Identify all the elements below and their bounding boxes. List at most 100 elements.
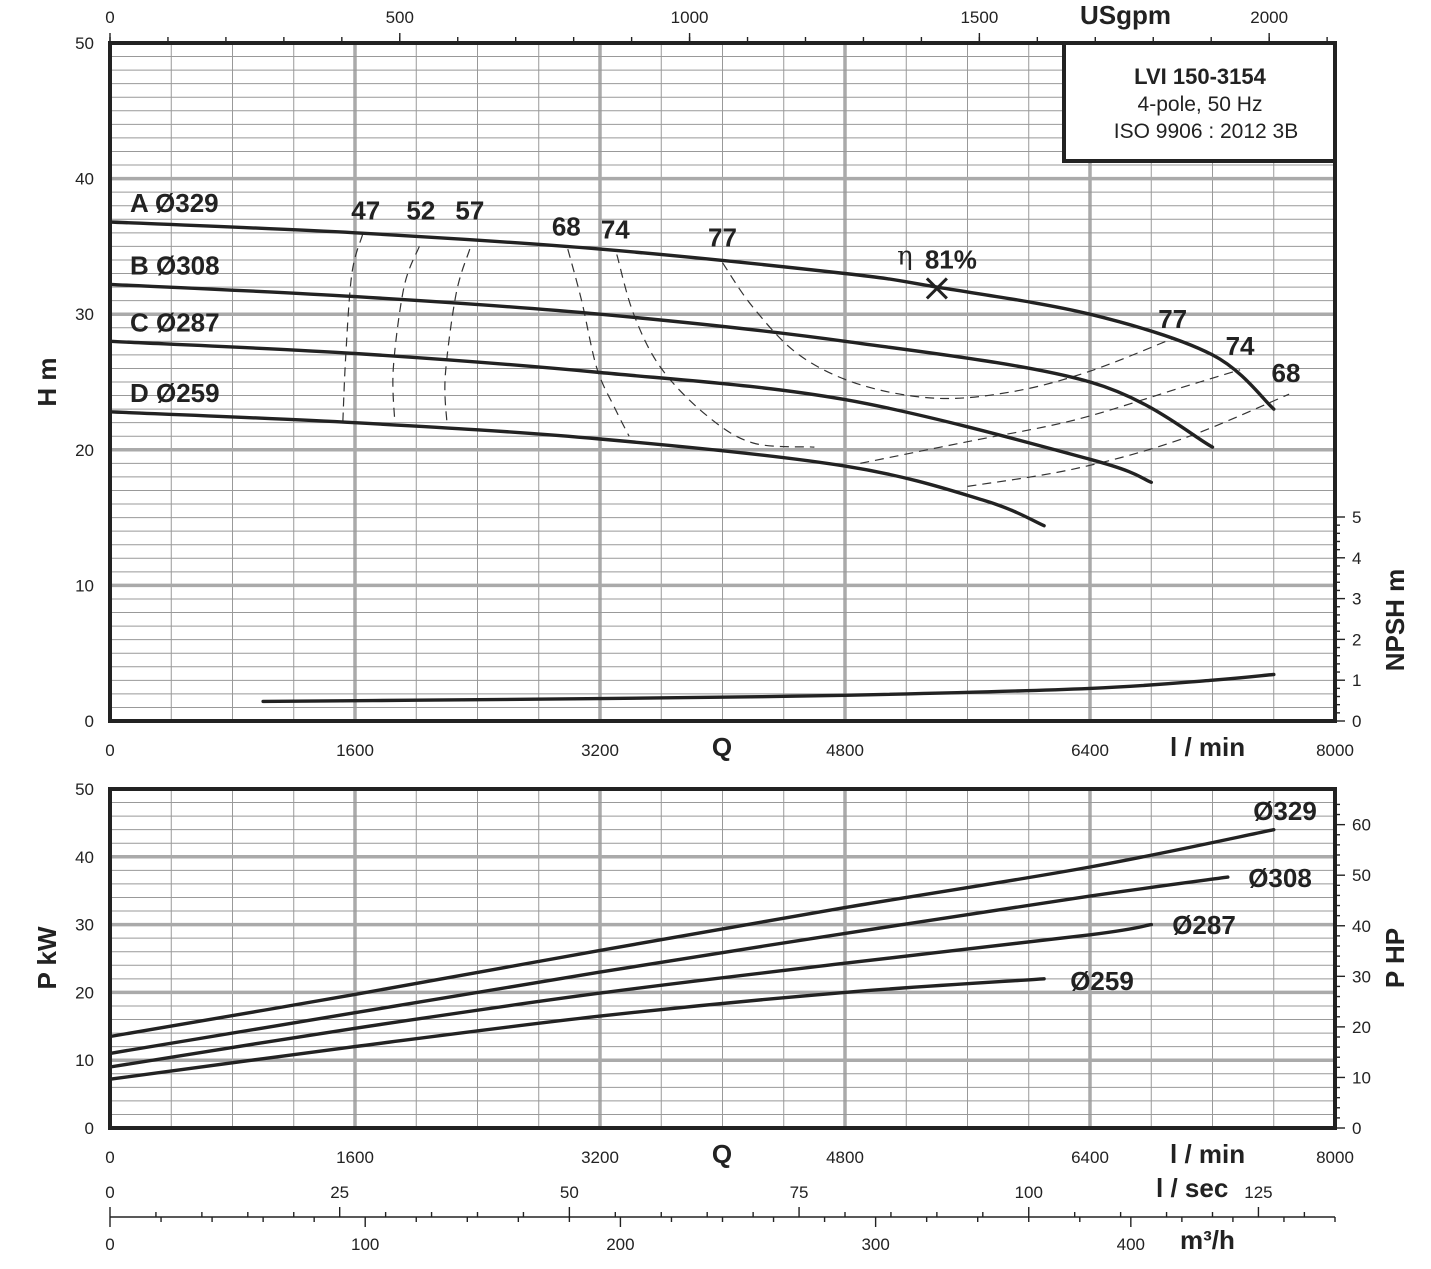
power-curve <box>108 977 1046 1081</box>
lmin-axis-label-top: l / min <box>1170 732 1245 762</box>
x-tick-label: 3200 <box>581 1148 619 1167</box>
efficiency-curve-74 <box>616 254 815 448</box>
efficiency-curve-68 <box>567 248 630 437</box>
efficiency-curves: 47 52 57 68 74 77 77 74 68 <box>342 195 1301 487</box>
head-curve-label: A Ø329 <box>130 188 219 218</box>
efficiency-curve-57 <box>444 248 471 423</box>
bep-label: 81% <box>925 244 977 274</box>
x-tick-label: 1600 <box>336 1148 374 1167</box>
model-info-frame <box>1062 41 1337 163</box>
y-tick-label: 50 <box>75 34 94 53</box>
q-axis-label-bottom: Q <box>712 1139 732 1169</box>
lsec-axis-label: l / sec <box>1156 1173 1228 1203</box>
y-tick-label: 0 <box>85 1119 94 1138</box>
x-tick-label: 8000 <box>1316 741 1354 760</box>
lmin-axis-label-bottom: l / min <box>1170 1139 1245 1169</box>
y-tick-label: 30 <box>75 305 94 324</box>
flow-unit-axes: 0 25 50 75 100 125 0 100 200 300 400 <box>105 1183 1336 1254</box>
efficiency-curve-68 <box>967 393 1290 487</box>
hp-tick-label: 30 <box>1352 967 1371 986</box>
head-curve <box>108 339 1153 484</box>
bep-marker <box>925 277 948 300</box>
power-curve <box>108 828 1276 1039</box>
head-curve-label: B Ø308 <box>130 250 220 280</box>
q-axis-label-top: Q <box>712 732 732 762</box>
usgpm-tick-label: 500 <box>386 8 414 27</box>
m3h-tick-label: 200 <box>606 1235 634 1254</box>
efficiency-label: 68 <box>552 212 581 242</box>
efficiency-label: 52 <box>406 195 435 225</box>
head-chart-frame <box>108 41 1337 723</box>
efficiency-label: 74 <box>601 214 630 244</box>
hp-tick-label: 10 <box>1352 1068 1371 1087</box>
npsh-curve <box>261 672 1276 704</box>
usgpm-tick-label: 1000 <box>671 8 709 27</box>
head-curve <box>108 282 1215 449</box>
npsh-tick-label: 3 <box>1352 590 1361 609</box>
x-tick-label: 0 <box>105 741 114 760</box>
model-name: LVI 150-3154 <box>1134 64 1266 89</box>
lsec-tick-label: 100 <box>1015 1183 1043 1202</box>
efficiency-label: 47 <box>351 195 380 225</box>
eta-symbol: η <box>897 241 913 271</box>
usgpm-tick-label: 2000 <box>1250 8 1288 27</box>
usgpm-axis-label: USgpm <box>1080 0 1171 30</box>
efficiency-curve-77 <box>722 262 1173 400</box>
y-tick-label: 20 <box>75 983 94 1002</box>
lsec-tick-label: 75 <box>790 1183 809 1202</box>
y-tick-label: 40 <box>75 848 94 867</box>
x-tick-label: 8000 <box>1316 1148 1354 1167</box>
m3h-tick-label: 400 <box>1117 1235 1145 1254</box>
power-curve-label: Ø259 <box>1070 966 1134 996</box>
lsec-tick-label: 0 <box>105 1183 114 1202</box>
efficiency-label: 77 <box>708 222 737 252</box>
efficiency-curve-47 <box>342 234 364 423</box>
npsh-axis-label: NPSH m <box>1380 569 1410 672</box>
model-poles: 4-pole, 50 Hz <box>1138 93 1263 116</box>
efficiency-curve-52 <box>392 246 420 423</box>
x-tick-label: 4800 <box>826 741 864 760</box>
efficiency-label: 77 <box>1158 304 1187 334</box>
efficiency-label: 57 <box>455 195 484 225</box>
m3h-tick-label: 300 <box>861 1235 889 1254</box>
x-tick-label: 6400 <box>1071 1148 1109 1167</box>
y-tick-label: 20 <box>75 441 94 460</box>
model-standard: ISO 9906 : 2012 3B <box>1114 120 1298 143</box>
head-curves: A Ø329 B Ø308 C Ø287 D Ø259 η 81% <box>108 188 1276 704</box>
hp-tick-label: 50 <box>1352 866 1371 885</box>
m3h-tick-label: 100 <box>351 1235 379 1254</box>
head-curve <box>108 220 1276 411</box>
y-tick-label: 0 <box>85 712 94 731</box>
y-tick-label: 30 <box>75 916 94 935</box>
head-axis-label: H m <box>32 357 62 406</box>
lsec-tick-label: 25 <box>330 1183 349 1202</box>
y-tick-label: 10 <box>75 1051 94 1070</box>
m3h-axis-label: m³/h <box>1180 1225 1235 1255</box>
usgpm-tick-label: 1500 <box>960 8 998 27</box>
m3h-tick-label: 0 <box>105 1235 114 1254</box>
power-curves: Ø329 Ø308 Ø287 Ø259 <box>108 796 1317 1081</box>
power-kw-axis-label: P kW <box>32 926 62 990</box>
npsh-tick-label: 0 <box>1352 712 1361 731</box>
head-curve-label: D Ø259 <box>130 378 220 408</box>
x-tick-label: 1600 <box>336 741 374 760</box>
usgpm-tick-label: 0 <box>105 8 114 27</box>
power-chart-grid <box>110 789 1335 1128</box>
lsec-tick-label: 125 <box>1244 1183 1272 1202</box>
y-tick-label: 50 <box>75 780 94 799</box>
hp-tick-label: 0 <box>1352 1119 1361 1138</box>
npsh-tick-label: 4 <box>1352 549 1361 568</box>
lsec-tick-label: 50 <box>560 1183 579 1202</box>
efficiency-label: 68 <box>1272 358 1301 388</box>
npsh-tick-label: 1 <box>1352 671 1361 690</box>
npsh-tick-label: 5 <box>1352 508 1361 527</box>
head-curve <box>108 410 1046 528</box>
head-chart-grid <box>110 43 1335 721</box>
y-tick-label: 10 <box>75 576 94 595</box>
hp-tick-label: 40 <box>1352 917 1371 936</box>
head-curve-label: C Ø287 <box>130 307 220 337</box>
hp-tick-label: 60 <box>1352 816 1371 835</box>
efficiency-curve-74 <box>860 369 1241 464</box>
